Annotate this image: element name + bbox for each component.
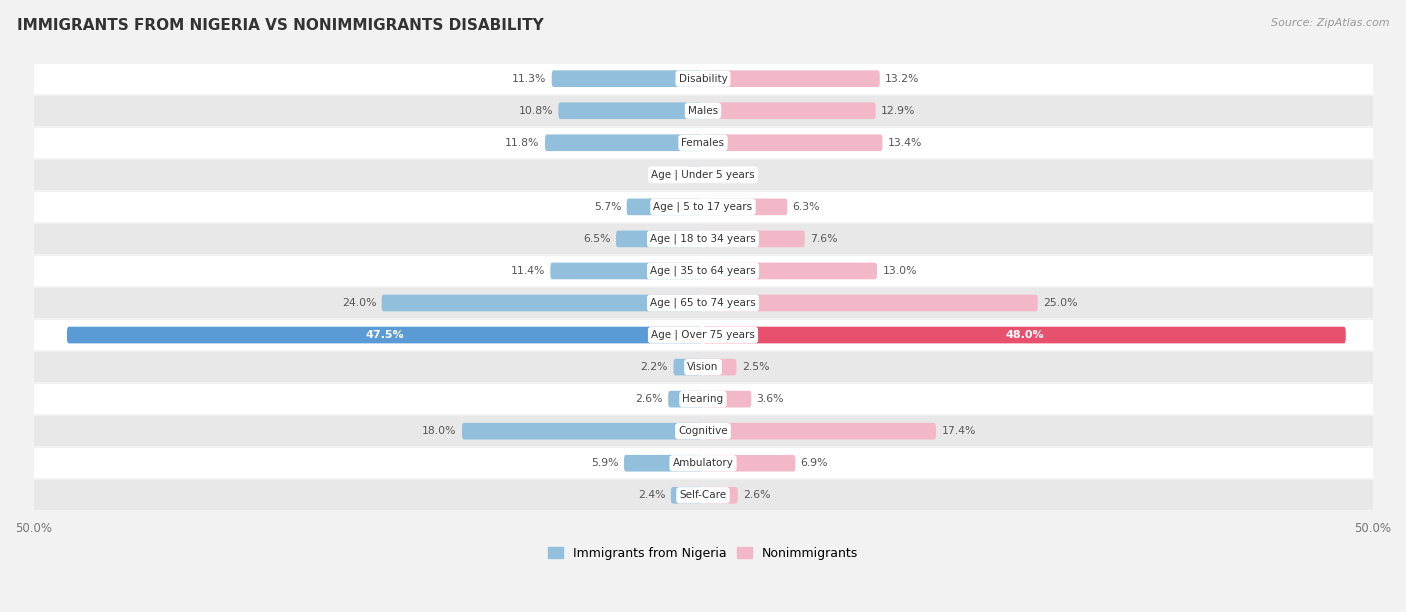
FancyBboxPatch shape bbox=[703, 263, 877, 279]
Legend: Immigrants from Nigeria, Nonimmigrants: Immigrants from Nigeria, Nonimmigrants bbox=[543, 542, 863, 565]
Text: 12.9%: 12.9% bbox=[882, 106, 915, 116]
Text: 6.9%: 6.9% bbox=[801, 458, 828, 468]
FancyBboxPatch shape bbox=[67, 327, 703, 343]
FancyBboxPatch shape bbox=[703, 455, 796, 472]
Bar bbox=[34, 159, 1372, 191]
Text: 25.0%: 25.0% bbox=[1043, 298, 1077, 308]
Text: Age | 18 to 34 years: Age | 18 to 34 years bbox=[650, 234, 756, 244]
Text: 47.5%: 47.5% bbox=[366, 330, 405, 340]
Text: 5.7%: 5.7% bbox=[593, 202, 621, 212]
Text: Males: Males bbox=[688, 106, 718, 116]
FancyBboxPatch shape bbox=[703, 198, 787, 215]
Text: 2.4%: 2.4% bbox=[638, 490, 665, 500]
Text: 10.8%: 10.8% bbox=[519, 106, 553, 116]
Text: Age | Under 5 years: Age | Under 5 years bbox=[651, 170, 755, 180]
Bar bbox=[34, 255, 1372, 287]
Text: 3.6%: 3.6% bbox=[756, 394, 785, 404]
Text: 2.2%: 2.2% bbox=[641, 362, 668, 372]
FancyBboxPatch shape bbox=[550, 263, 703, 279]
FancyBboxPatch shape bbox=[703, 135, 883, 151]
FancyBboxPatch shape bbox=[703, 391, 751, 408]
FancyBboxPatch shape bbox=[463, 423, 703, 439]
FancyBboxPatch shape bbox=[703, 102, 876, 119]
Bar bbox=[34, 479, 1372, 511]
FancyBboxPatch shape bbox=[671, 487, 703, 504]
Text: Cognitive: Cognitive bbox=[678, 426, 728, 436]
Text: 24.0%: 24.0% bbox=[342, 298, 377, 308]
FancyBboxPatch shape bbox=[703, 294, 1038, 312]
FancyBboxPatch shape bbox=[703, 359, 737, 375]
Text: Age | 65 to 74 years: Age | 65 to 74 years bbox=[650, 298, 756, 308]
Text: 18.0%: 18.0% bbox=[422, 426, 457, 436]
FancyBboxPatch shape bbox=[627, 198, 703, 215]
FancyBboxPatch shape bbox=[703, 70, 880, 87]
FancyBboxPatch shape bbox=[616, 231, 703, 247]
FancyBboxPatch shape bbox=[546, 135, 703, 151]
Text: 2.6%: 2.6% bbox=[636, 394, 662, 404]
FancyBboxPatch shape bbox=[703, 231, 804, 247]
Text: Age | Over 75 years: Age | Over 75 years bbox=[651, 330, 755, 340]
Text: 48.0%: 48.0% bbox=[1005, 330, 1043, 340]
Bar bbox=[34, 351, 1372, 383]
Text: 13.0%: 13.0% bbox=[883, 266, 917, 276]
Text: 5.9%: 5.9% bbox=[591, 458, 619, 468]
Text: 13.2%: 13.2% bbox=[886, 73, 920, 84]
Bar bbox=[34, 62, 1372, 95]
Bar bbox=[34, 127, 1372, 159]
FancyBboxPatch shape bbox=[688, 166, 703, 183]
Text: IMMIGRANTS FROM NIGERIA VS NONIMMIGRANTS DISABILITY: IMMIGRANTS FROM NIGERIA VS NONIMMIGRANTS… bbox=[17, 18, 544, 34]
Text: 7.6%: 7.6% bbox=[810, 234, 838, 244]
Bar bbox=[34, 415, 1372, 447]
Text: 6.3%: 6.3% bbox=[793, 202, 820, 212]
Bar bbox=[34, 287, 1372, 319]
Text: 2.5%: 2.5% bbox=[742, 362, 769, 372]
Text: Hearing: Hearing bbox=[682, 394, 724, 404]
FancyBboxPatch shape bbox=[668, 391, 703, 408]
FancyBboxPatch shape bbox=[703, 423, 936, 439]
Text: 11.3%: 11.3% bbox=[512, 73, 547, 84]
Text: Vision: Vision bbox=[688, 362, 718, 372]
Text: 2.6%: 2.6% bbox=[744, 490, 770, 500]
FancyBboxPatch shape bbox=[703, 166, 724, 183]
FancyBboxPatch shape bbox=[558, 102, 703, 119]
Text: 6.5%: 6.5% bbox=[583, 234, 610, 244]
Text: 11.4%: 11.4% bbox=[510, 266, 546, 276]
Text: 17.4%: 17.4% bbox=[942, 426, 976, 436]
FancyBboxPatch shape bbox=[381, 294, 703, 312]
Text: 1.6%: 1.6% bbox=[730, 170, 758, 180]
Text: Self-Care: Self-Care bbox=[679, 490, 727, 500]
FancyBboxPatch shape bbox=[624, 455, 703, 472]
Text: Females: Females bbox=[682, 138, 724, 147]
Bar bbox=[34, 383, 1372, 415]
Text: Source: ZipAtlas.com: Source: ZipAtlas.com bbox=[1271, 18, 1389, 28]
Bar bbox=[34, 95, 1372, 127]
Text: Age | 35 to 64 years: Age | 35 to 64 years bbox=[650, 266, 756, 276]
Bar bbox=[34, 447, 1372, 479]
FancyBboxPatch shape bbox=[551, 70, 703, 87]
Bar bbox=[34, 223, 1372, 255]
Text: 13.4%: 13.4% bbox=[887, 138, 922, 147]
Text: Ambulatory: Ambulatory bbox=[672, 458, 734, 468]
FancyBboxPatch shape bbox=[703, 327, 1346, 343]
Text: Disability: Disability bbox=[679, 73, 727, 84]
Text: Age | 5 to 17 years: Age | 5 to 17 years bbox=[654, 201, 752, 212]
Bar bbox=[34, 319, 1372, 351]
FancyBboxPatch shape bbox=[673, 359, 703, 375]
Bar bbox=[34, 191, 1372, 223]
FancyBboxPatch shape bbox=[703, 487, 738, 504]
Text: 11.8%: 11.8% bbox=[505, 138, 540, 147]
Text: 1.2%: 1.2% bbox=[654, 170, 682, 180]
